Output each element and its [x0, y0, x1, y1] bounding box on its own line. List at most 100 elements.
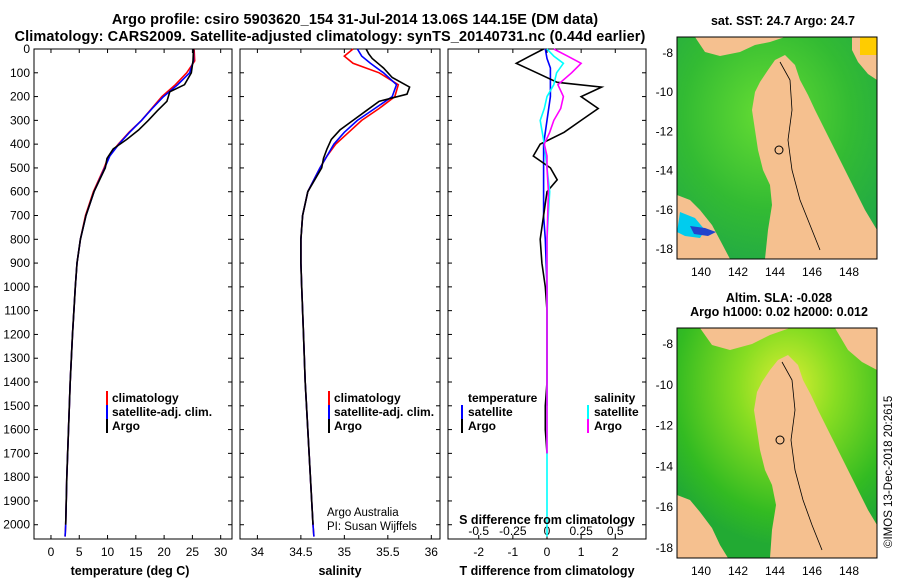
x-tick-label: 25: [186, 545, 200, 559]
depth-tick-label: 700: [10, 209, 30, 223]
top-map-land-capeyork: [752, 55, 877, 259]
footer-credit: ©IMOS 13-Dec-2018 20:2615: [883, 396, 895, 548]
top-x-tick-label: 0.5: [607, 524, 624, 538]
legend-argo: Argo: [334, 419, 362, 433]
depth-tick-label: 1700: [3, 446, 30, 460]
salinity-legend: climatology satellite-adj. clim. Argo: [328, 391, 434, 433]
x-tick-label: 35.5: [376, 545, 400, 559]
depth-tick-label: 200: [10, 90, 30, 104]
x-tick-label: 0: [48, 545, 55, 559]
legend-s-satellite: satellite: [594, 405, 639, 419]
map-lat-label: -14: [656, 164, 674, 178]
bottom-map-land-gulf-south: [677, 495, 728, 558]
map-lon-label: 144: [765, 265, 785, 279]
top-map-title: sat. SST: 24.7 Argo: 24.7: [711, 14, 855, 28]
map-lon-label: 140: [691, 564, 711, 578]
depth-tick-label: 900: [10, 256, 30, 270]
depth-tick-label: 600: [10, 185, 30, 199]
map-lat-label: -8: [662, 46, 673, 60]
top-map-bathymetry: [779, 61, 821, 251]
series-line-argo: [300, 48, 411, 525]
top-map-cold-patch: [690, 226, 716, 236]
x-tick-label: 10: [101, 545, 115, 559]
depth-tick-label: 2000: [3, 518, 30, 532]
temperature-panel-frame: [33, 48, 233, 540]
x-tick-label: 36: [425, 545, 439, 559]
depth-tick-label: 400: [10, 137, 30, 151]
depth-tick-label: 1900: [3, 494, 30, 508]
page-title: Argo profile: csiro 5903620_154 31-Jul-2…: [111, 12, 599, 28]
top-map-land-gulf-south: [677, 195, 730, 259]
top-x-tick-label: -0.5: [468, 524, 489, 538]
depth-tick-label: 1500: [3, 399, 30, 413]
bottom-map-land-png: [835, 328, 877, 370]
credit-line-1: Argo Australia: [327, 507, 399, 519]
x-tick-label: 15: [129, 545, 143, 559]
x-tick-label: 0: [544, 545, 551, 559]
depth-tick-label: 300: [10, 113, 30, 127]
legend-s-argo: Argo: [594, 419, 622, 433]
depth-tick-label: 1800: [3, 470, 30, 484]
legend-t-satellite: satellite: [468, 405, 513, 419]
x-tick-label: 2: [612, 545, 619, 559]
bottom-map-argo-position: [775, 435, 785, 445]
bottom-map-land-capeyork: [754, 355, 877, 558]
map-lat-label: -10: [656, 378, 674, 392]
credit-line-2: PI: Susan Wijffels: [327, 521, 417, 533]
difference-legend: temperature salinity satellite Argo sate…: [461, 391, 639, 433]
depth-tick-label: 800: [10, 232, 30, 246]
x-tick-label: -2: [473, 545, 484, 559]
map-lon-label: 148: [839, 265, 859, 279]
series-line-argo: [64, 48, 195, 525]
page-subtitle: Climatology: CARS2009. Satellite-adjuste…: [14, 29, 646, 45]
x-tick-label: 20: [157, 545, 171, 559]
series-line-climatology: [64, 48, 196, 537]
map-lat-label: -16: [656, 203, 674, 217]
depth-tick-label: 1600: [3, 423, 30, 437]
map-lat-label: -12: [656, 419, 674, 433]
map-lon-label: 146: [802, 265, 822, 279]
map-lat-label: -18: [656, 242, 674, 256]
depth-tick-label: 500: [10, 161, 30, 175]
difference-xlabel: T difference from climatology: [459, 564, 634, 578]
top-x-tick-label: -0.25: [499, 524, 527, 538]
series-line-s-argo: [543, 48, 583, 454]
salinity-panel-frame: [239, 48, 441, 540]
map-lon-label: 142: [728, 265, 748, 279]
temperature-xlabel: temperature (deg C): [71, 564, 190, 578]
bottom-map-title-2: Argo h1000: 0.02 h2000: 0.012: [690, 305, 868, 319]
map-lat-label: -12: [656, 124, 674, 138]
map-lon-label: 140: [691, 265, 711, 279]
legend-satellite-adj: satellite-adj. clim.: [112, 405, 212, 419]
series-line-satellite-adj-clim-: [64, 49, 195, 537]
map-lat-label: -18: [656, 541, 674, 555]
top-map-warm-patch: [860, 37, 877, 55]
depth-tick-label: 1000: [3, 280, 30, 294]
top-map: [677, 37, 877, 259]
x-tick-label: 5: [76, 545, 83, 559]
depth-tick-label: 1400: [3, 375, 30, 389]
depth-tick-label: 100: [10, 66, 30, 80]
top-map-frame: [676, 36, 878, 260]
map-lat-label: -10: [656, 85, 674, 99]
depth-tick-label: 1100: [4, 304, 30, 318]
temperature-legend: climatology satellite-adj. clim. Argo: [106, 391, 212, 433]
series-line-satellite-adj-clim-: [300, 48, 398, 537]
legend-climatology: climatology: [334, 391, 401, 405]
bottom-map-land-north: [677, 328, 790, 350]
bottom-map-title-1: Altim. SLA: -0.028: [726, 291, 832, 305]
series-line-s-satellite: [539, 48, 565, 537]
x-tick-label: 30: [214, 545, 228, 559]
x-tick-label: 1: [578, 545, 585, 559]
legend-climatology: climatology: [112, 391, 179, 405]
map-lat-label: -16: [656, 500, 674, 514]
map-lon-label: 148: [839, 564, 859, 578]
top-map-argo-position: [774, 145, 784, 155]
map-lat-label: -14: [656, 459, 674, 473]
legend-t-argo: Argo: [468, 419, 496, 433]
legend-header-salinity: salinity: [594, 391, 636, 405]
legend-satellite-adj: satellite-adj. clim.: [334, 405, 434, 419]
map-lon-label: 146: [802, 564, 822, 578]
depth-tick-label: 1200: [3, 327, 30, 341]
